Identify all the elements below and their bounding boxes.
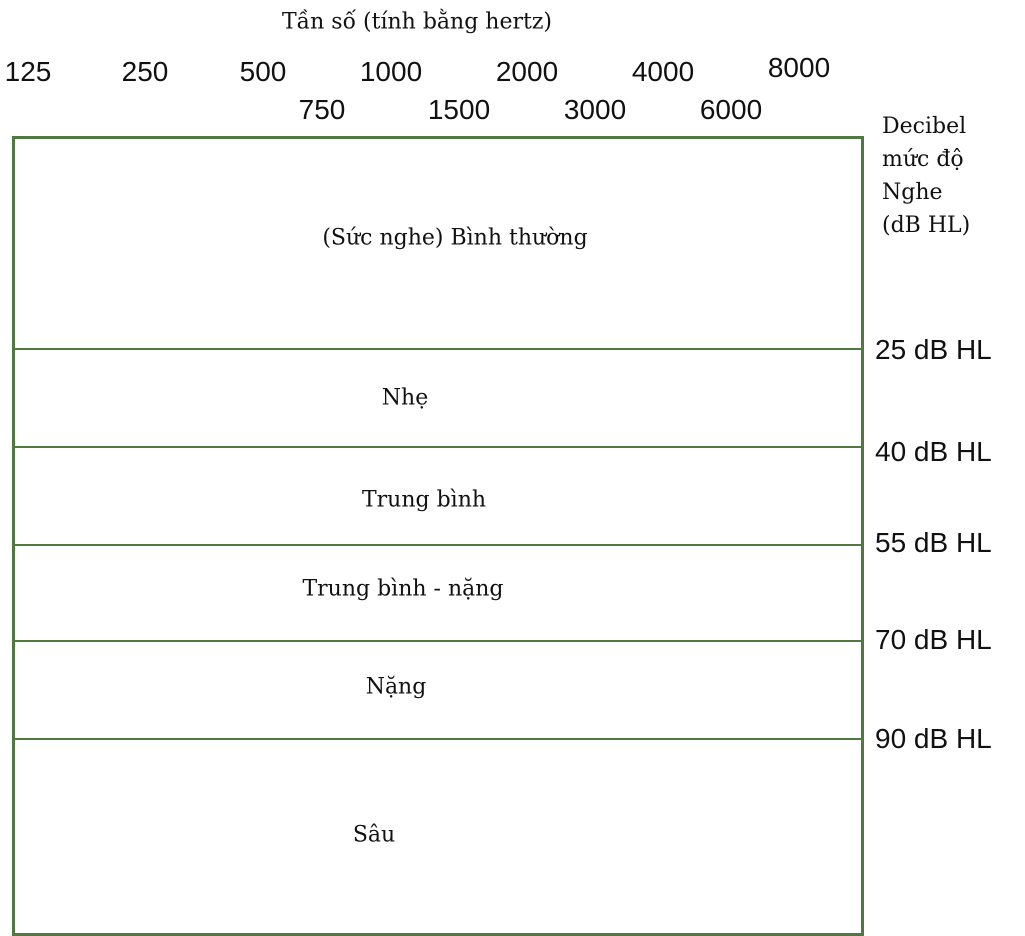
threshold-label-40: 40 dB HL [875, 436, 992, 467]
band-profound: Sâu [352, 822, 396, 848]
threshold-line-40 [12, 446, 863, 448]
band-moderately-severe: Trung bình - nặng [302, 576, 504, 602]
threshold-label-70: 70 dB HL [875, 624, 992, 655]
threshold-label-90: 90 dB HL [875, 723, 992, 754]
freq-tick-1500: 1500 [427, 94, 491, 125]
freq-tick-2000: 2000 [495, 56, 559, 87]
freq-tick-125: 125 [4, 56, 52, 87]
frequency-axis-title: Tần số (tính bằng hertz) [281, 9, 553, 35]
threshold-line-25 [12, 348, 863, 350]
band-moderate: Trung bình [361, 487, 487, 513]
threshold-line-90 [12, 738, 863, 740]
threshold-label-25: 25 dB HL [875, 334, 992, 365]
band-mild: Nhẹ [381, 385, 429, 411]
threshold-line-70 [12, 640, 863, 642]
threshold-line-55 [12, 544, 863, 546]
threshold-label-55: 55 dB HL [875, 527, 992, 558]
db-axis-title-line: mức độ [882, 147, 964, 172]
freq-tick-8000: 8000 [767, 52, 831, 83]
freq-tick-750: 750 [298, 94, 346, 125]
freq-tick-1000: 1000 [359, 56, 423, 87]
db-axis-title-line: (dB HL) [882, 213, 971, 238]
freq-tick-6000: 6000 [699, 94, 763, 125]
band-normal: (Sức nghe) Bình thường [322, 225, 588, 251]
db-axis-title-line: Decibel [882, 114, 967, 139]
freq-tick-3000: 3000 [563, 94, 627, 125]
hearing-chart-frame [12, 136, 864, 936]
db-axis-title-line: Nghe [882, 180, 943, 205]
band-severe: Nặng [365, 674, 427, 700]
db-axis-title: Decibel mức độ Nghe (dB HL) [882, 110, 970, 242]
freq-tick-4000: 4000 [631, 56, 695, 87]
freq-tick-250: 250 [121, 56, 169, 87]
freq-tick-500: 500 [239, 56, 287, 87]
